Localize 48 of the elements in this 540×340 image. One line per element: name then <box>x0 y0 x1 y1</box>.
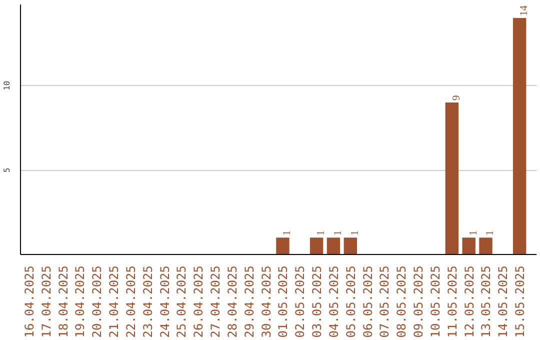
data-label: 1 <box>332 230 344 236</box>
x-tick-label: 22.04.2025 <box>124 265 138 338</box>
y-tick-label: 5 <box>2 167 12 172</box>
x-tick-label: 04.05.2025 <box>326 265 341 338</box>
x-tick-label: 15.05.2025 <box>513 265 528 338</box>
data-label: 1 <box>468 230 480 236</box>
bar <box>326 238 340 254</box>
x-tick-label: 24.04.2025 <box>158 265 172 338</box>
x-tick-label: 03.05.2025 <box>310 265 324 338</box>
x-tick-label: 14.05.2025 <box>496 265 510 338</box>
x-tick-label: 05.05.2025 <box>344 265 358 338</box>
x-tick-label: 19.04.2025 <box>73 265 88 338</box>
x-tick-label: 08.05.2025 <box>394 265 409 338</box>
bar <box>512 18 526 254</box>
x-tick-label: 16.04.2025 <box>22 265 36 338</box>
bar <box>276 238 290 254</box>
x-tick-label: 02.05.2025 <box>293 265 308 338</box>
x-tick-label: 11.05.2025 <box>445 265 460 338</box>
bar <box>445 102 459 254</box>
x-tick-label: 21.04.2025 <box>107 265 122 338</box>
bar <box>344 238 357 254</box>
x-tick-label: 09.05.2025 <box>412 265 426 338</box>
x-tick-label: 07.05.2025 <box>378 265 392 338</box>
x-tick-label: 25.04.2025 <box>174 265 189 338</box>
x-tick-label: 23.04.2025 <box>140 265 155 338</box>
x-tick-label: 10.05.2025 <box>428 265 442 338</box>
bar <box>462 238 476 254</box>
x-tick-label: 30.04.2025 <box>259 265 274 338</box>
data-label: 1 <box>350 230 361 236</box>
data-label: 1 <box>282 230 294 236</box>
data-label: 9 <box>451 95 462 100</box>
bar <box>479 238 492 254</box>
x-tick-label: 01.05.2025 <box>276 265 290 338</box>
data-label: 1 <box>316 230 328 236</box>
x-tick-label: 12.05.2025 <box>462 265 476 338</box>
y-tick-label: 10 <box>2 80 12 90</box>
x-tick-label: 18.04.2025 <box>56 265 70 338</box>
data-label: 14 <box>519 4 530 16</box>
data-label: 1 <box>485 230 496 236</box>
x-tick-label: 27.04.2025 <box>208 265 223 338</box>
x-tick-label: 20.04.2025 <box>90 265 104 338</box>
x-tick-label: 26.04.2025 <box>192 265 206 338</box>
x-tick-label: 17.04.2025 <box>39 265 54 338</box>
x-tick-label: 06.05.2025 <box>360 265 375 338</box>
bar <box>310 238 324 254</box>
x-tick-label: 28.04.2025 <box>225 265 240 338</box>
x-tick-label: 29.04.2025 <box>242 265 256 338</box>
x-tick-label: 13.05.2025 <box>479 265 494 338</box>
